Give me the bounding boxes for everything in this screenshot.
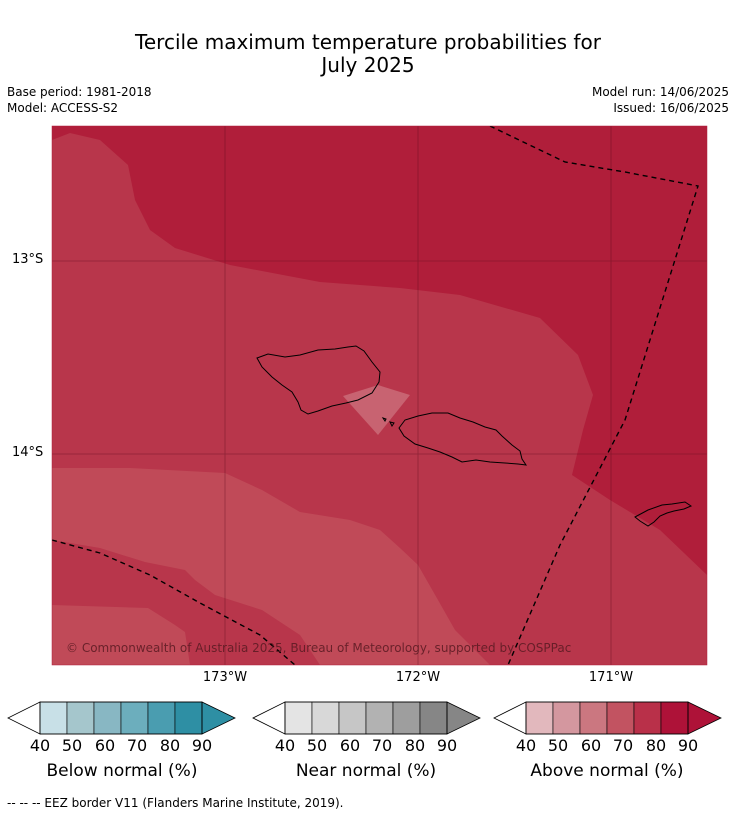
lon-label-171w: 171°W (588, 670, 634, 685)
map-credit: © Commonwealth of Australia 2025, Bureau… (66, 641, 572, 655)
tick: 40 (274, 736, 296, 755)
tick: 40 (515, 736, 537, 755)
colorbar-swatch (633, 701, 662, 735)
colorbar-swatch (66, 701, 95, 735)
model-name: Model: ACCESS-S2 (7, 101, 119, 115)
tick: 60 (339, 736, 361, 755)
meta-left: Base period: 1981-2018 Model: ACCESS-S2 (7, 84, 152, 116)
tick: 70 (612, 736, 634, 755)
colorbar-swatch (120, 701, 149, 735)
tick: 80 (645, 736, 667, 755)
tick: 80 (404, 736, 426, 755)
tick: 90 (677, 736, 699, 755)
legend-label-below: Below normal (%) (46, 761, 198, 781)
zone-60-70-patch (343, 385, 410, 435)
cbar-under-triangle (252, 701, 286, 735)
gridlines (52, 126, 707, 665)
colorbar-swatch (39, 701, 68, 735)
tick: 70 (126, 736, 148, 755)
cbar-under-triangle (493, 701, 527, 735)
colorbar-above-normal (493, 701, 722, 735)
colorbar-swatch (525, 701, 554, 735)
base-period: Base period: 1981-2018 (7, 85, 152, 99)
upolu-island (398, 412, 528, 466)
colorbar-swatch (552, 701, 581, 735)
tick: 70 (371, 736, 393, 755)
tick: 50 (61, 736, 83, 755)
lat-label-14s: 14°S (12, 445, 44, 460)
colorbar-swatch (147, 701, 176, 735)
tick: 80 (159, 736, 181, 755)
eez-border (52, 126, 699, 665)
tick: 90 (436, 736, 458, 755)
colorbar-swatch (606, 701, 635, 735)
tick: 90 (191, 736, 213, 755)
title-line-1: Tercile maximum temperature probabilitie… (135, 30, 601, 54)
tick: 60 (94, 736, 116, 755)
title-line-2: July 2025 (321, 53, 415, 77)
tick: 60 (580, 736, 602, 755)
map-frame (51, 125, 708, 666)
eez-footnote: -- -- -- EEZ border V11 (Flanders Marine… (7, 796, 344, 810)
zone-70-80-lower (52, 605, 190, 665)
legend-label-near: Near normal (%) (295, 761, 437, 781)
meta-right: Model run: 14/06/2025 Issued: 16/06/2025 (592, 84, 729, 116)
tick: 50 (547, 736, 569, 755)
model-run: Model run: 14/06/2025 (591, 85, 729, 99)
chart-title: Tercile maximum temperature probabilitie… (0, 31, 736, 77)
colorbar-near-normal (252, 701, 481, 735)
colorbar-swatch (392, 701, 421, 735)
cbar-under-triangle (7, 701, 41, 735)
cbar-over-triangle (687, 701, 722, 735)
colorbar-swatch (311, 701, 340, 735)
coastlines (256, 345, 693, 527)
colorbar-swatch (338, 701, 367, 735)
colorbar-swatch (284, 701, 313, 735)
lon-label-173w: 173°W (202, 670, 248, 685)
legend-label-above: Above normal (%) (530, 761, 684, 781)
cbar-over-triangle (201, 701, 236, 735)
tick: 50 (306, 736, 328, 755)
tick: 40 (29, 736, 51, 755)
manono-island (381, 417, 387, 422)
cbar-over-triangle (446, 701, 481, 735)
savaii-island (256, 345, 381, 415)
colorbar-swatch (365, 701, 394, 735)
tutuila-island (634, 501, 693, 527)
colorbar-below-normal (7, 701, 236, 735)
colorbar-swatch (660, 701, 689, 735)
lat-label-13s: 13°S (12, 252, 44, 267)
colorbar-swatch (419, 701, 448, 735)
colorbar-swatch (93, 701, 122, 735)
colorbar-swatch (579, 701, 608, 735)
colorbar-swatch (174, 701, 203, 735)
lon-label-172w: 172°W (395, 670, 441, 685)
apolima-island (389, 421, 395, 427)
issued-date: Issued: 16/06/2025 (613, 101, 729, 115)
